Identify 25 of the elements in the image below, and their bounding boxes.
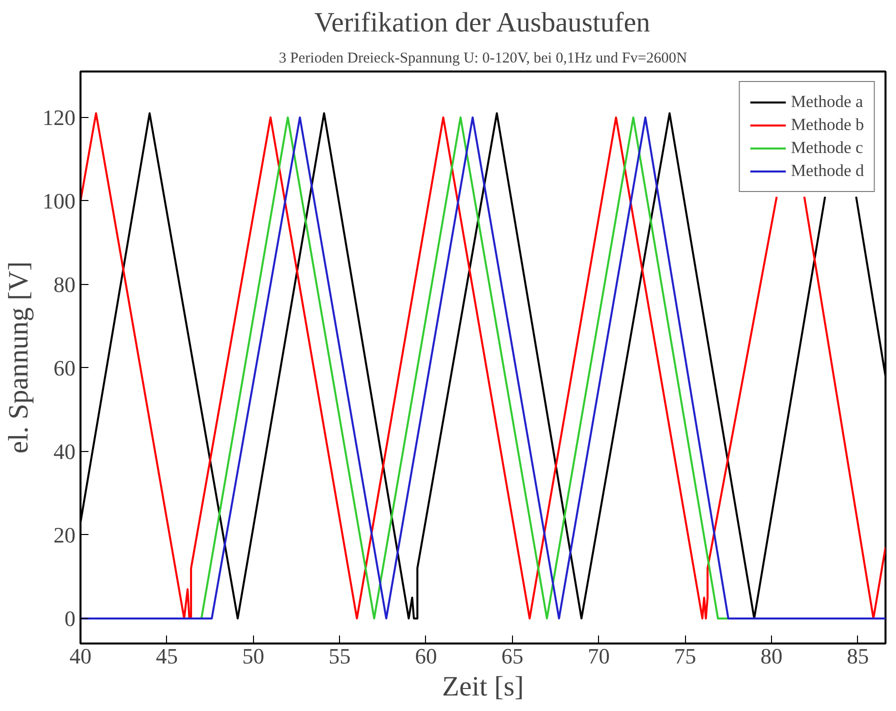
legend-label: Methode c [790,138,864,158]
x-tick-label: 80 [760,644,782,668]
y-tick-label: 60 [54,355,76,380]
y-tick-label: 80 [54,272,76,297]
x-tick-label: 65 [501,644,524,668]
y-tick-label: 20 [54,522,76,548]
x-tick-label: 50 [242,644,264,668]
x-tick-label: 75 [674,644,696,668]
y-tick-label: 100 [42,188,76,214]
y-tick-label: 0 [64,606,76,631]
y-axis-title: el. Spannung [V] [4,261,34,454]
x-tick-label: 60 [414,644,437,668]
x-tick-label: 85 [846,644,869,668]
legend-label: Methode a [790,92,864,112]
y-tick-label: 40 [54,438,76,464]
x-tick-label: 55 [328,644,351,668]
x-tick-label: 40 [70,644,92,668]
x-tick-label: 70 [588,644,610,668]
chart-subtitle: 3 Perioden Dreieck-Spannung U: 0-120V, bei 0,1Hz und Fv=2600N [278,50,688,66]
x-tick-label: 45 [156,644,178,668]
y-tick-label: 120 [42,104,76,130]
x-axis-title: Zeit [s] [442,672,524,702]
chart-title: Verifikation der Ausbaustufen [314,8,650,38]
legend-label: Methode d [790,161,864,181]
legend-label: Methode b [790,115,864,135]
